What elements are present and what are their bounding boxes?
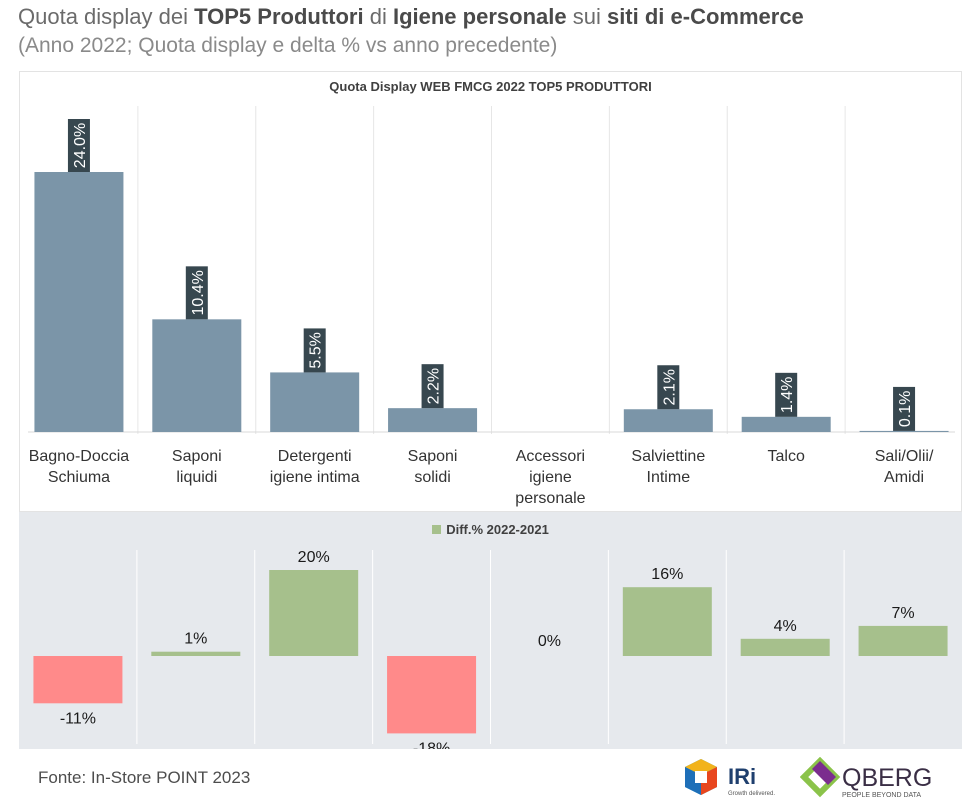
share-data-label: 10.4% — [190, 270, 207, 315]
category-label: Accessori — [516, 448, 585, 465]
delta-data-label: 16% — [651, 566, 683, 583]
title-part: siti di e-Commerce — [606, 4, 804, 29]
legend-label: Diff.% 2022-2021 — [446, 522, 549, 537]
qberg-logo: QBERG PEOPLE BEYOND DATA — [800, 757, 932, 799]
delta-data-label: 1% — [184, 631, 207, 648]
share-chart: 24.0% Bagno-Doccia Schiuma 10.4% Saponi liqui… — [28, 106, 955, 507]
share-data-label: 24.0% — [72, 123, 89, 168]
delta-data-label: 20% — [298, 549, 330, 566]
share-chart-title: Quota Display WEB FMCG 2022 TOP5 PRODUTT… — [329, 79, 652, 94]
legend-swatch — [432, 525, 442, 535]
iri-logo: IRi Growth delivered. — [685, 759, 775, 797]
page-subtitle: (Anno 2022; Quota display e delta % vs a… — [18, 34, 558, 57]
share-data-label: 2.2% — [426, 368, 443, 404]
delta-bar — [858, 625, 948, 656]
delta-chart-panel: Diff.% 2022-2021 -11% 1% 20% -18% 0% 16% 4% 7% — [19, 512, 962, 749]
category-label: personale — [515, 490, 585, 507]
delta-chart: -11% 1% 20% -18% 0% 16% 4% 7% — [33, 549, 948, 749]
share-bar — [741, 416, 831, 432]
share-label-bg — [657, 365, 680, 410]
category-label: Detergenti — [278, 448, 352, 465]
share-label-bg — [303, 328, 326, 373]
share-bar — [388, 408, 478, 432]
delta-bar — [269, 570, 359, 656]
share-bar — [152, 319, 242, 432]
delta-bar — [622, 587, 712, 656]
qberg-tagline: PEOPLE BEYOND DATA — [842, 792, 921, 799]
delta-data-label: 4% — [774, 618, 797, 635]
category-label: liquidi — [176, 469, 217, 486]
delta-data-label: 7% — [892, 605, 915, 622]
share-data-label: 0.1% — [897, 391, 914, 427]
iri-tagline: Growth delivered. — [728, 791, 775, 797]
qberg-wordmark: QBERG — [842, 764, 932, 792]
share-label-bg — [893, 386, 916, 431]
delta-data-label: 0% — [538, 633, 561, 650]
title-part: Quota display dei — [18, 4, 195, 29]
share-label-bg — [421, 364, 444, 409]
delta-chart-legend: Diff.% 2022-2021 — [19, 522, 962, 537]
share-bar — [859, 430, 949, 432]
delta-bar — [151, 651, 241, 656]
share-label-bg — [185, 266, 208, 320]
title-part: sui — [566, 4, 607, 29]
share-bar — [623, 409, 713, 432]
share-chart-panel: Quota Display WEB FMCG 2022 TOP5 PRODUTT… — [19, 71, 962, 512]
share-data-label: 2.1% — [661, 369, 678, 405]
category-label: Sali/Olii/ — [875, 448, 934, 465]
title-part: Igiene personale — [392, 4, 567, 29]
share-data-label: 1.4% — [779, 377, 796, 413]
category-label: Salviettine — [631, 448, 705, 465]
title-part: TOP5 Produttori — [194, 4, 364, 29]
delta-data-label: -18% — [413, 740, 450, 749]
delta-bar — [387, 656, 477, 734]
title-part: di — [363, 4, 393, 29]
category-label: Talco — [768, 448, 805, 465]
share-label-bg — [775, 372, 798, 417]
category-label: igiene — [529, 469, 572, 486]
category-label: Amidi — [884, 469, 924, 486]
page-title: Quota display dei TOP5 Produttori di Igi… — [18, 4, 804, 30]
share-bar — [270, 372, 360, 432]
delta-data-label: -11% — [60, 710, 96, 727]
category-label: Intime — [647, 469, 691, 486]
category-label: Schiuma — [48, 469, 110, 486]
source-note: Fonte: In-Store POINT 2023 — [38, 768, 251, 787]
category-label: Saponi — [408, 448, 458, 465]
delta-bar — [33, 656, 123, 704]
delta-bar — [740, 638, 830, 656]
category-label: Bagno-Doccia — [29, 448, 130, 465]
category-label: igiene intima — [270, 469, 360, 486]
iri-wordmark: IRi — [728, 764, 756, 789]
share-label-bg — [67, 119, 90, 172]
category-label: solidi — [414, 469, 450, 486]
category-label: Saponi — [172, 448, 222, 465]
share-bar — [34, 172, 124, 432]
share-data-label: 5.5% — [308, 332, 325, 368]
